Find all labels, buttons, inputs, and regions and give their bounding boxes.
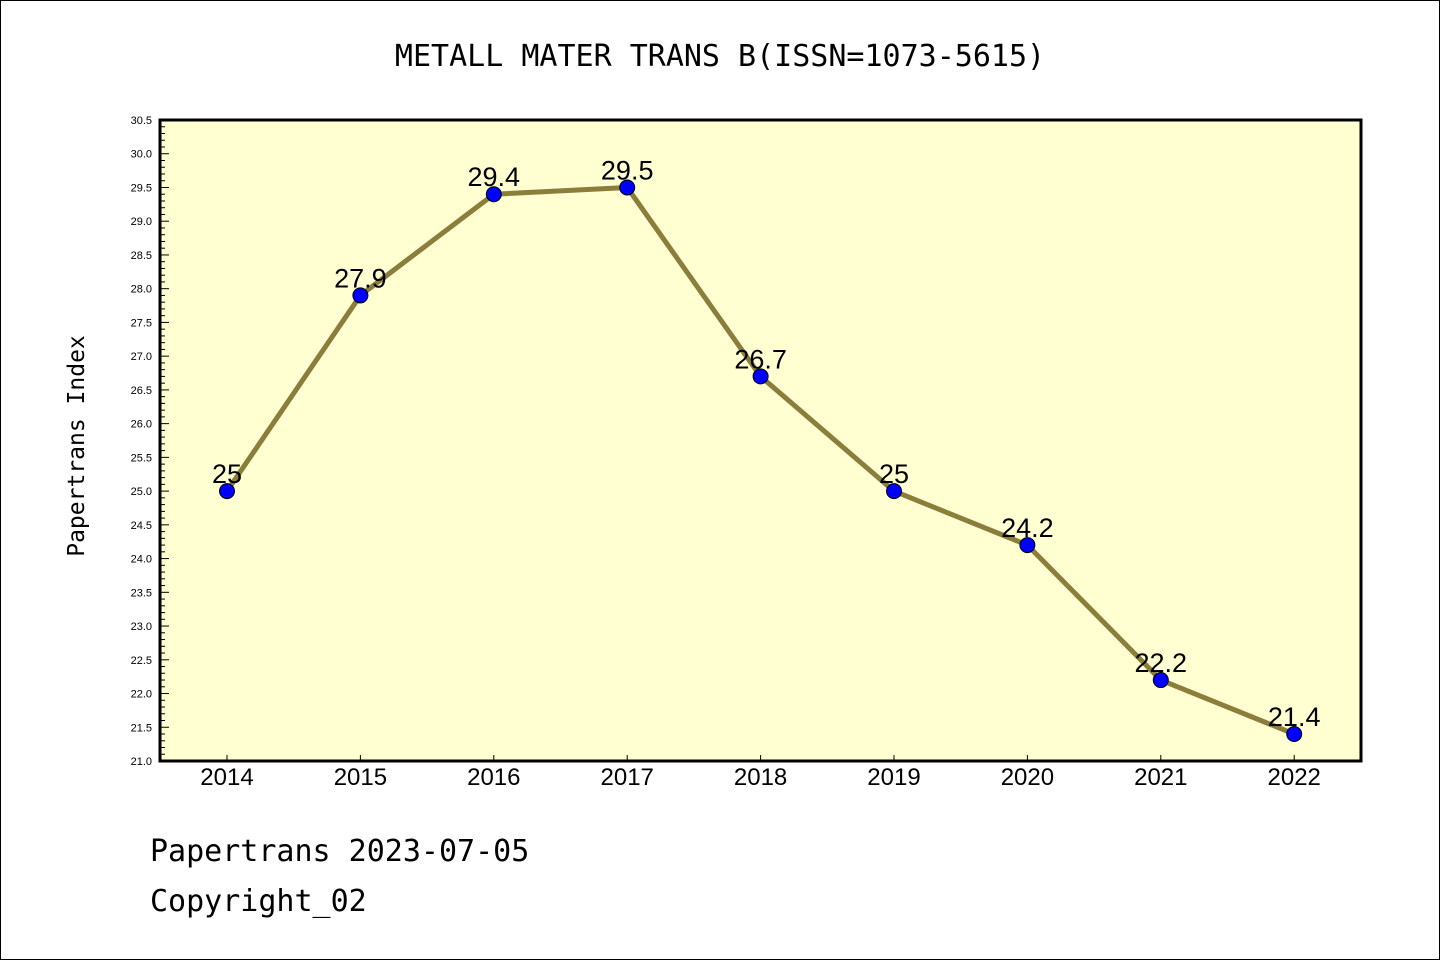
data-point — [1019, 537, 1036, 554]
data-label: 21.4 — [1268, 702, 1321, 732]
y-axis-ticks: 21.0 21.5 22.0 22.5 23.0 23.5 24.0 24.5 25.0 25.5… — [131, 115, 169, 768]
x-tick-label: 2017 — [601, 764, 654, 791]
footer-copyright: Copyright_02 — [150, 884, 367, 919]
x-tick-label: 2022 — [1268, 764, 1321, 791]
x-tick-label: 2021 — [1134, 764, 1187, 791]
x-tick-label: 2019 — [867, 764, 920, 791]
data-point — [886, 483, 902, 500]
data-point — [619, 179, 636, 196]
y-tick-label: 21.5 — [131, 722, 152, 734]
data-label: 25 — [879, 459, 909, 489]
data-markers — [219, 179, 1303, 743]
data-point — [1286, 726, 1303, 743]
y-tick-label: 29.5 — [131, 182, 152, 194]
data-point — [752, 368, 769, 385]
y-tick-label: 24.5 — [131, 520, 152, 532]
footer-date: Papertrans 2023-07-05 — [150, 834, 530, 869]
y-tick-label: 26.5 — [131, 385, 152, 397]
y-tick-label: 22.5 — [131, 655, 152, 667]
y-axis-label: Papertrans Index — [64, 335, 90, 557]
y-tick-label: 26.0 — [131, 419, 152, 431]
y-tick-label: 30.0 — [131, 149, 152, 161]
y-tick-label: 29.0 — [131, 216, 152, 228]
y-tick-label: 24.0 — [131, 554, 152, 566]
data-label: 24.2 — [1001, 513, 1054, 543]
y-tick-label: 25.0 — [131, 486, 152, 498]
data-label: 22.2 — [1135, 648, 1188, 678]
x-tick-label: 2018 — [734, 764, 787, 791]
x-tick-label: 2014 — [200, 764, 253, 791]
y-tick-label: 21.0 — [131, 756, 152, 768]
x-tick-label: 2015 — [334, 764, 387, 791]
x-axis-ticks: 2014 2015 2016 2017 2018 2019 2020 2021 2022 — [200, 755, 1321, 791]
x-tick-label: 2016 — [467, 764, 520, 791]
data-point — [219, 483, 235, 500]
y-tick-label: 27.5 — [131, 317, 152, 329]
data-label: 25 — [212, 459, 242, 489]
y-tick-label: 25.5 — [131, 452, 152, 464]
data-labels: 25 27.9 29.4 29.5 26.7 25 24.2 22.2 21.4 — [212, 155, 1321, 732]
y-tick-label: 23.5 — [131, 587, 152, 599]
y-tick-label: 30.5 — [131, 115, 152, 127]
y-tick-label: 27.0 — [131, 351, 152, 363]
y-tick-label: 28.5 — [131, 250, 152, 262]
data-label: 26.7 — [734, 344, 787, 374]
y-tick-label: 28.0 — [131, 284, 152, 296]
y-tick-label: 23.0 — [131, 621, 152, 633]
data-label: 29.4 — [468, 162, 521, 192]
x-tick-label: 2020 — [1001, 764, 1054, 791]
y-tick-label: 22.0 — [131, 689, 152, 701]
data-label: 27.9 — [334, 263, 387, 293]
chart-title: METALL MATER TRANS B(ISSN=1073-5615) — [395, 39, 1045, 74]
data-point — [1152, 672, 1169, 689]
data-point — [485, 186, 502, 203]
data-point — [352, 287, 369, 304]
plot-area — [160, 120, 1361, 761]
data-label: 29.5 — [601, 155, 654, 185]
plot-border — [158, 118, 1363, 763]
